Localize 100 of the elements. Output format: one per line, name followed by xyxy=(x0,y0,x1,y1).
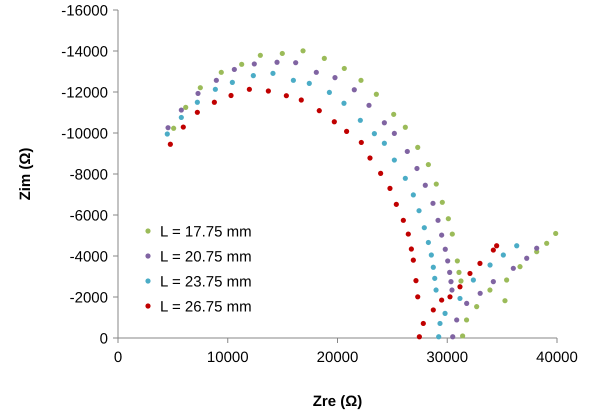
legend-label: L = 23.75 mm xyxy=(160,273,252,290)
point xyxy=(316,108,322,114)
point xyxy=(430,264,436,270)
point xyxy=(408,246,414,252)
point xyxy=(442,246,448,252)
point xyxy=(440,200,445,205)
point xyxy=(358,140,364,146)
point xyxy=(293,60,298,66)
point xyxy=(387,186,393,191)
point xyxy=(433,287,439,293)
point xyxy=(367,155,373,161)
point xyxy=(298,97,304,103)
y-tick-label: -2000 xyxy=(70,289,108,306)
point xyxy=(218,70,224,75)
point xyxy=(544,240,550,246)
point xyxy=(504,277,510,283)
point xyxy=(413,278,419,284)
point xyxy=(467,270,473,276)
point xyxy=(457,296,463,302)
point xyxy=(439,297,444,303)
point xyxy=(464,317,470,323)
point xyxy=(410,258,416,263)
point xyxy=(404,148,410,154)
point xyxy=(494,243,500,248)
point xyxy=(198,85,203,90)
point xyxy=(553,230,558,236)
point xyxy=(165,125,171,130)
point xyxy=(432,276,438,281)
point xyxy=(232,66,237,72)
point xyxy=(447,294,453,300)
legend-label: L = 17.75 mm xyxy=(160,223,252,240)
point xyxy=(394,202,399,207)
point xyxy=(212,100,217,105)
y-tick-label: -4000 xyxy=(70,248,108,266)
point xyxy=(382,140,387,146)
point xyxy=(415,294,420,300)
point xyxy=(500,252,506,258)
point xyxy=(449,287,455,293)
point xyxy=(391,112,396,117)
legend-label: L = 20.75 mm xyxy=(160,248,252,266)
point xyxy=(430,307,436,313)
point xyxy=(487,262,493,268)
point xyxy=(366,102,372,108)
point xyxy=(406,231,411,237)
point xyxy=(426,162,431,168)
point xyxy=(448,279,454,284)
point xyxy=(171,126,176,131)
point xyxy=(402,124,408,130)
point xyxy=(428,252,434,258)
point xyxy=(168,142,173,147)
y-axis-title: Zim (Ω) xyxy=(17,148,34,200)
point xyxy=(344,128,350,134)
point xyxy=(194,100,200,105)
y-tick-label: -14000 xyxy=(61,43,108,60)
point xyxy=(450,231,455,237)
point xyxy=(436,334,442,340)
point xyxy=(454,258,460,264)
point xyxy=(464,300,470,306)
point xyxy=(420,320,426,326)
point xyxy=(230,80,235,85)
point xyxy=(341,100,347,106)
point xyxy=(439,232,444,238)
point xyxy=(446,216,451,222)
point xyxy=(266,88,271,94)
point xyxy=(524,256,530,261)
point xyxy=(400,218,406,223)
point xyxy=(372,131,377,136)
point xyxy=(458,278,464,284)
legend-label: L = 26.75 mm xyxy=(160,298,252,316)
point xyxy=(490,247,496,253)
x-tick-label: 20000 xyxy=(316,349,358,366)
point xyxy=(378,170,384,176)
point xyxy=(314,70,319,75)
point xyxy=(246,86,252,92)
point xyxy=(374,92,379,97)
point xyxy=(228,92,234,98)
point xyxy=(447,270,452,275)
point xyxy=(434,181,439,187)
point xyxy=(450,334,456,340)
x-axis-title: Zre (Ω) xyxy=(312,393,362,410)
point xyxy=(445,258,450,264)
x-tick-label: 10000 xyxy=(206,349,249,366)
x-tick-label: 30000 xyxy=(426,349,468,366)
point xyxy=(306,80,312,86)
point xyxy=(342,66,347,72)
x-tick-label: 40000 xyxy=(536,349,578,366)
point xyxy=(382,120,387,126)
point xyxy=(422,182,428,188)
point xyxy=(422,225,427,230)
point xyxy=(392,130,397,136)
point xyxy=(178,107,184,113)
point xyxy=(270,70,276,76)
point xyxy=(290,78,296,83)
x-tick-label: 0 xyxy=(114,349,122,366)
y-tick-label: 0 xyxy=(100,330,108,348)
point xyxy=(514,243,520,248)
point xyxy=(470,277,476,283)
point xyxy=(430,200,436,206)
point xyxy=(183,104,188,110)
point xyxy=(456,270,462,275)
